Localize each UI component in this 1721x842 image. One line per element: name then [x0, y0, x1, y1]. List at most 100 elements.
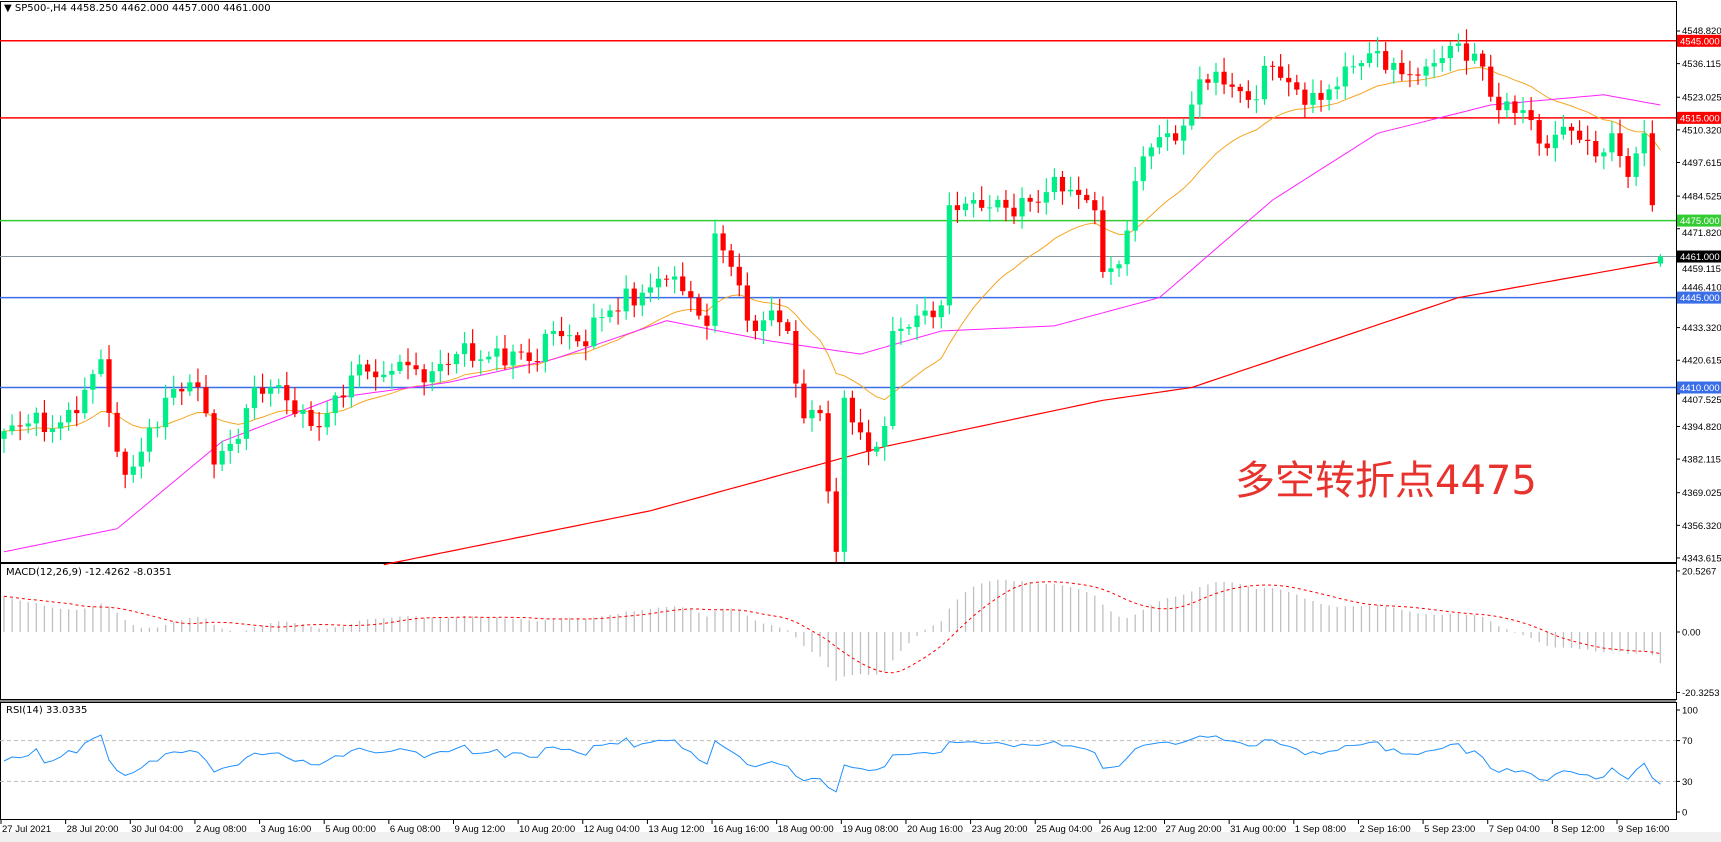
- candle: [1019, 187, 1025, 229]
- candle-body: [938, 305, 944, 318]
- candle: [1027, 194, 1033, 212]
- candle-body: [1100, 210, 1106, 272]
- candle: [453, 351, 460, 374]
- candle: [1463, 29, 1470, 75]
- candle-body: [122, 451, 128, 475]
- main-panel-frame: [0, 1, 1677, 563]
- candle: [712, 219, 718, 333]
- candle-body: [542, 333, 548, 362]
- candle: [203, 375, 209, 417]
- candle: [1092, 191, 1098, 225]
- candle: [728, 243, 734, 277]
- candle: [1601, 148, 1607, 170]
- candle-body: [1391, 62, 1397, 70]
- candle-body: [154, 427, 161, 429]
- candle-body: [437, 363, 443, 372]
- candle-body: [1035, 201, 1041, 203]
- candle-body: [1092, 200, 1098, 211]
- candle: [1011, 193, 1017, 224]
- macd-tick-label: -20.3253: [1682, 688, 1720, 699]
- time-tick-label: 7 Sep 04:00: [1489, 824, 1540, 835]
- level-label-bg: [1677, 214, 1721, 227]
- candle-body: [1189, 104, 1195, 126]
- macd-signal-line: [3, 581, 1661, 674]
- candle-body: [696, 297, 702, 316]
- candle-body: [211, 413, 217, 465]
- candle: [163, 384, 169, 440]
- candle: [82, 377, 88, 419]
- candle-body: [1043, 192, 1049, 203]
- candle-body: [195, 382, 201, 388]
- level-label-bg: [1677, 381, 1721, 394]
- candle: [1067, 176, 1074, 197]
- ohlc-low: 4457.000: [172, 3, 220, 14]
- candle: [356, 354, 363, 388]
- candle-body: [316, 426, 322, 428]
- candle-body: [308, 409, 314, 427]
- candle: [486, 351, 492, 364]
- rsi-tick-label: 100: [1682, 706, 1698, 717]
- candle-body: [1342, 66, 1348, 87]
- candle-body: [1140, 156, 1146, 182]
- candle: [405, 348, 411, 380]
- macd-tick-label: 20.5267: [1682, 566, 1716, 577]
- annotation-text[interactable]: 多空转折点4475: [1235, 458, 1537, 504]
- candle-body: [825, 413, 831, 492]
- candle-body: [995, 199, 1001, 208]
- candle: [421, 364, 427, 396]
- candle: [1100, 196, 1106, 278]
- symbol-label: SP500-,H4: [14, 3, 68, 14]
- time-tick-label: 23 Aug 20:00: [972, 824, 1028, 835]
- candle-body: [760, 320, 767, 331]
- price-tick-label: 4510.320: [1682, 125, 1721, 136]
- candle-body: [1536, 120, 1542, 144]
- candle: [1407, 60, 1413, 88]
- candle-body: [25, 423, 31, 427]
- candle-body: [82, 389, 88, 414]
- candle-body: [1625, 156, 1631, 177]
- macd-label: MACD(12,26,9) -12.4262 -8.0351: [6, 567, 172, 578]
- time-tick-label: 10 Aug 20:00: [519, 824, 575, 835]
- rsi-tick-label: 30: [1682, 777, 1693, 788]
- candle: [760, 311, 767, 345]
- candle-body: [510, 351, 516, 366]
- candle: [672, 266, 678, 294]
- candle-body: [1310, 92, 1316, 105]
- candle-body: [356, 364, 363, 376]
- candle-body: [90, 374, 96, 390]
- dropdown-triangle-icon[interactable]: ▼: [4, 3, 12, 14]
- candle: [696, 293, 702, 320]
- candle: [1504, 92, 1510, 118]
- candle: [179, 382, 185, 406]
- candle: [1181, 119, 1187, 155]
- candle-body: [1181, 125, 1187, 141]
- level-label: 4475.000: [1680, 216, 1720, 227]
- candle-body: [138, 451, 144, 467]
- candle: [631, 282, 637, 318]
- candle: [114, 402, 120, 457]
- candle-body: [486, 356, 492, 360]
- candle: [1148, 143, 1154, 170]
- candle: [348, 361, 355, 408]
- candle-body: [833, 491, 839, 552]
- candle-body: [647, 287, 653, 293]
- candle: [1657, 253, 1663, 267]
- time-tick-label: 13 Aug 12:00: [648, 824, 704, 835]
- candle-body: [1504, 101, 1510, 111]
- candle-body: [1164, 133, 1171, 138]
- candle: [1294, 74, 1300, 96]
- candle: [817, 405, 823, 422]
- candle: [898, 317, 904, 345]
- candle-body: [567, 335, 573, 337]
- candle: [1496, 82, 1502, 124]
- candle-body: [728, 250, 734, 267]
- candle-body: [631, 288, 637, 306]
- candle-body: [1245, 91, 1251, 100]
- candle: [502, 334, 508, 370]
- candle-body: [1334, 86, 1340, 90]
- candle-body: [1003, 199, 1009, 208]
- candle: [1164, 119, 1171, 151]
- candle: [1383, 41, 1389, 74]
- candle: [49, 415, 56, 443]
